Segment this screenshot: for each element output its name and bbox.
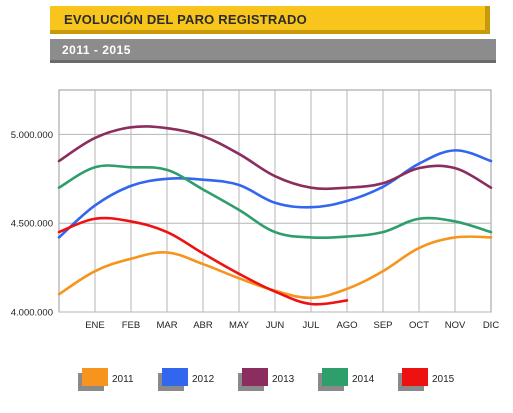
x-tick-label: DIC: [483, 320, 500, 331]
x-tick-label: ENE: [85, 320, 105, 331]
legend-swatch: [162, 368, 188, 386]
x-tick-label: FEB: [122, 320, 140, 331]
x-tick-label: NOV: [445, 320, 466, 331]
x-tick-label: MAR: [156, 320, 177, 331]
x-tick-label: SEP: [373, 320, 392, 331]
subtitle-bar: 2011 - 2015: [50, 39, 496, 63]
x-tick-label: MAY: [229, 320, 250, 331]
legend-label: 2013: [272, 374, 295, 385]
x-tick-label: OCT: [409, 320, 429, 331]
legend-label: 2014: [352, 374, 375, 385]
chart-title: EVOLUCIÓN DEL PARO REGISTRADO: [64, 12, 307, 27]
y-tick-label: 4.500.000: [11, 219, 53, 230]
series-line-2014: [57, 164, 493, 240]
y-tick-label: 5.000.000: [11, 130, 53, 141]
legend-label: 2012: [192, 374, 215, 385]
series-line-2013: [57, 125, 493, 191]
series-line-2012: [57, 149, 493, 239]
title-bar: EVOLUCIÓN DEL PARO REGISTRADO: [50, 6, 490, 34]
x-tick-label: AGO: [336, 320, 357, 331]
series-line-2015: [57, 216, 349, 306]
legend-swatch: [82, 368, 108, 386]
legend-label: 2011: [112, 374, 134, 385]
chart-subtitle: 2011 - 2015: [62, 43, 131, 57]
x-tick-label: JUN: [266, 320, 285, 331]
legend-swatch: [242, 368, 268, 386]
legend-swatch: [322, 368, 348, 386]
legend-swatch: [402, 368, 428, 386]
x-tick-label: JUL: [303, 320, 320, 331]
legend-label: 2015: [432, 374, 455, 385]
x-tick-label: ABR: [193, 320, 213, 331]
y-tick-label: 4.000.000: [11, 308, 53, 319]
